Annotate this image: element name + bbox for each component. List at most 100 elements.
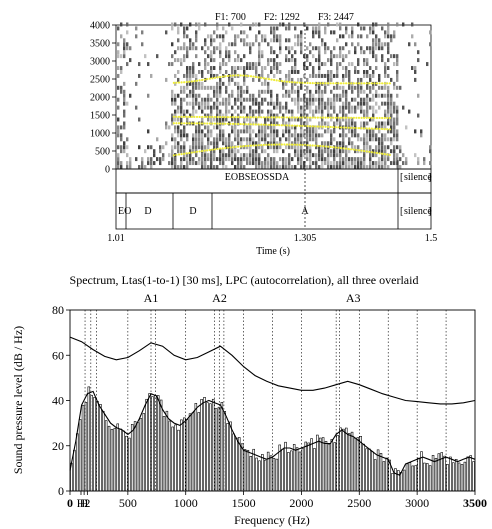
tier2-silence-open: [ bbox=[400, 206, 403, 217]
ltas-bar bbox=[214, 408, 218, 492]
ltas-bar bbox=[113, 427, 117, 492]
spectrum-line bbox=[69, 390, 476, 476]
formant-tracks bbox=[172, 74, 391, 157]
ltas-bar bbox=[408, 462, 412, 492]
ltas-bar bbox=[180, 419, 183, 492]
ltas-bar bbox=[350, 431, 354, 492]
spectrogram-energy bbox=[117, 22, 432, 169]
ltas-bar bbox=[177, 429, 180, 492]
ltas-bar bbox=[168, 420, 172, 492]
ltas-bar bbox=[145, 398, 148, 492]
ltas-bar bbox=[261, 454, 264, 492]
ltas-bar bbox=[116, 423, 119, 492]
ltas-bar bbox=[284, 441, 287, 492]
ltas-bar bbox=[73, 449, 76, 492]
textgrid-tier-2[interactable] bbox=[115, 192, 432, 230]
ltas-bar bbox=[376, 449, 380, 492]
ltas-bar bbox=[347, 433, 351, 492]
ltas-bar bbox=[174, 424, 177, 492]
ltas-bar bbox=[93, 397, 96, 492]
ltas-bar bbox=[125, 435, 128, 492]
lpc-envelope-line bbox=[69, 336, 476, 405]
ltas-bar bbox=[275, 458, 279, 492]
ltas-bar bbox=[269, 455, 273, 492]
ltas-bar bbox=[171, 426, 174, 492]
ltas-bar bbox=[420, 451, 423, 492]
ltas-bar bbox=[379, 453, 383, 492]
ltas-bar bbox=[229, 421, 232, 492]
tier2-silence-close: ] bbox=[428, 206, 431, 217]
ltas-bar bbox=[87, 386, 91, 492]
ltas-bar bbox=[191, 412, 195, 492]
ltas-bar bbox=[402, 469, 406, 492]
ltas-bar bbox=[414, 465, 417, 492]
ltas-bar bbox=[292, 444, 296, 492]
ltas-bar bbox=[301, 448, 305, 492]
ltas-bar bbox=[310, 438, 313, 492]
formant-header-f2: F2: 1292 bbox=[264, 12, 300, 23]
ltas-bar bbox=[200, 399, 203, 492]
textgrid: EOBSEOSSDA [ silence ] EO D D A [ silenc… bbox=[107, 160, 437, 257]
formant-label: A1 bbox=[144, 291, 159, 305]
spectrogram-y-tick: 4000 bbox=[90, 21, 110, 32]
ltas-bar bbox=[434, 457, 438, 492]
ltas-bar bbox=[104, 420, 108, 492]
plot-area[interactable] bbox=[69, 309, 476, 492]
x-tick-label: 2 bbox=[84, 496, 90, 510]
ltas-bar bbox=[84, 401, 88, 492]
ltas-bar bbox=[356, 437, 360, 492]
ltas-bar bbox=[139, 418, 143, 492]
ltas-bar bbox=[237, 437, 241, 492]
ltas-bar bbox=[246, 449, 250, 492]
x-tick-label: 2000 bbox=[289, 496, 313, 510]
ltas-bar bbox=[255, 457, 258, 492]
ltas-bar bbox=[443, 455, 446, 492]
x-tick-label: 2500 bbox=[347, 496, 371, 510]
ltas-bar bbox=[307, 442, 310, 492]
ltas-bar bbox=[362, 443, 365, 492]
ltas-bar bbox=[235, 437, 238, 492]
ltas-bar bbox=[394, 468, 397, 492]
spectrogram-y-tick: 2000 bbox=[90, 93, 110, 104]
formant-labels: A1 A2 A3 bbox=[144, 291, 361, 305]
time-tick-cursor: 1.305 bbox=[294, 233, 317, 244]
ltas-bar bbox=[304, 441, 308, 492]
ltas-bar bbox=[252, 448, 255, 492]
spectrogram-panel: F1: 700 F2: 1292 F3: 2447 4000 3500 3000 25… bbox=[90, 12, 432, 229]
y-tick-label: 60 bbox=[52, 348, 64, 362]
y-tick-label: 20 bbox=[52, 439, 64, 453]
spectrogram-y-tick: 1500 bbox=[90, 111, 110, 122]
ltas-bar bbox=[359, 436, 362, 492]
ltas-bar bbox=[342, 428, 345, 492]
ltas-bar bbox=[185, 419, 189, 492]
x-tick-label: 1500 bbox=[232, 496, 256, 510]
ltas-bar bbox=[318, 437, 322, 492]
ltas-bar bbox=[203, 397, 206, 492]
ltas-bar bbox=[440, 452, 443, 492]
ltas-bar bbox=[220, 402, 224, 492]
ltas-bar bbox=[391, 473, 394, 492]
spectrogram-y-tick: 500 bbox=[95, 147, 110, 158]
y-axis-label: Sound pressure level (dB / Hz) bbox=[11, 326, 25, 474]
tier1-silence-open: [ bbox=[400, 172, 403, 183]
ltas-bar bbox=[240, 443, 244, 492]
ltas-bar bbox=[437, 453, 441, 492]
ltas-bar bbox=[353, 437, 357, 492]
chart-title: Spectrum, Ltas(1-to-1) [30 ms], LPC (aut… bbox=[70, 273, 419, 287]
ltas-bar bbox=[243, 449, 247, 492]
ltas-bar bbox=[345, 427, 348, 492]
ltas-bar bbox=[78, 419, 82, 492]
ltas-bar bbox=[278, 444, 281, 492]
ltas-bar bbox=[316, 434, 319, 492]
ltas-bar bbox=[272, 458, 276, 492]
ltas-bar bbox=[428, 465, 432, 492]
ltas-bar bbox=[399, 472, 403, 492]
spectrogram-y-tick: 2500 bbox=[90, 75, 110, 86]
ltas-bar bbox=[460, 464, 464, 492]
ltas-bar bbox=[197, 412, 200, 492]
spectrogram-y-axis: 4000 3500 3000 2500 2000 1500 1000 500 0 bbox=[90, 21, 116, 176]
ltas-bar bbox=[211, 398, 215, 492]
ltas-bar bbox=[156, 395, 160, 492]
tier1-silence-close: ] bbox=[428, 172, 431, 183]
